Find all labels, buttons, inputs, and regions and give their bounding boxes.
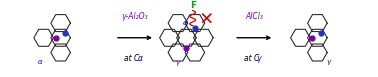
Text: α: α [183, 20, 187, 26]
Text: at C: at C [243, 54, 259, 63]
Text: γ: γ [175, 60, 179, 66]
Text: at C: at C [124, 54, 139, 63]
Text: γ: γ [327, 59, 331, 65]
Text: F: F [190, 1, 196, 10]
Text: α: α [137, 54, 142, 63]
Text: α: α [38, 59, 42, 65]
Text: γ-Al₂O₃: γ-Al₂O₃ [122, 12, 148, 21]
Text: γ: γ [257, 54, 261, 63]
Text: AlCl₃: AlCl₃ [245, 12, 263, 21]
